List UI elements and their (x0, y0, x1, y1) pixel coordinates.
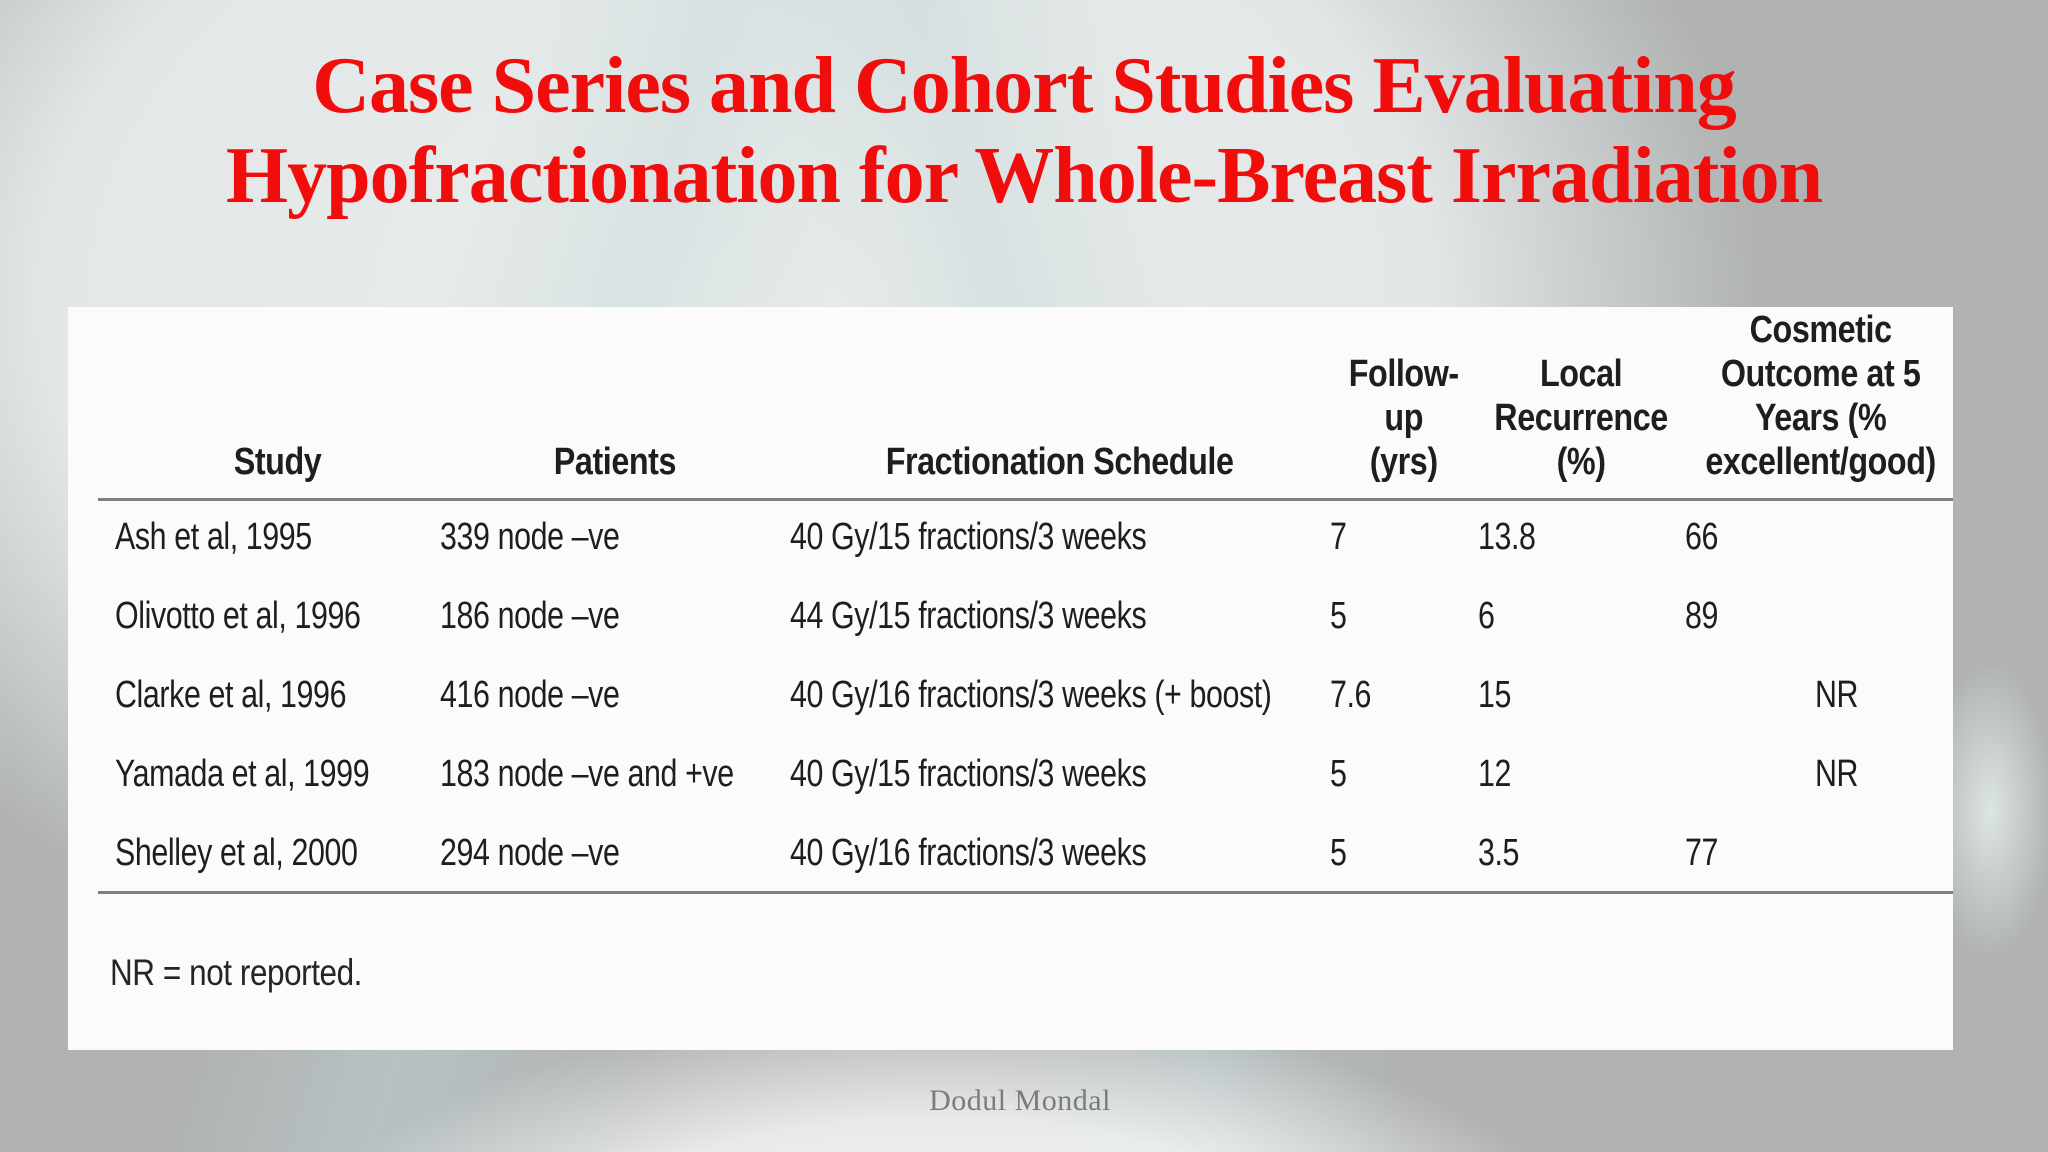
cell-schedule: 44 Gy/15 fractions/3 weeks (790, 577, 1330, 656)
column-header-study-text: Study (233, 440, 322, 483)
author-credit: Dodul Mondal (929, 1084, 1111, 1117)
cell-study-text: Olivotto et al, 1996 (115, 595, 361, 637)
cell-cosmetic-text: NR (1815, 753, 1859, 795)
cell-patients-text: 186 node –ve (440, 595, 620, 637)
cell-schedule-text: 40 Gy/16 fractions/3 weeks (790, 832, 1147, 874)
cell-cosmetic: 89 (1685, 577, 1956, 656)
cell-study-text: Ash et al, 1995 (115, 516, 312, 558)
cell-patients-text: 416 node –ve (440, 674, 620, 716)
cell-cosmetic-text: NR (1815, 674, 1859, 716)
cell-study-text: Yamada et al, 1999 (115, 753, 370, 795)
cell-followup-text: 5 (1330, 753, 1347, 795)
cell-patients-text: 294 node –ve (440, 832, 620, 874)
cell-schedule: 40 Gy/16 fractions/3 weeks (790, 814, 1330, 893)
cell-schedule: 40 Gy/15 fractions/3 weeks (790, 735, 1330, 814)
table-bottom-divider (98, 891, 1953, 894)
column-header-follow-up: Follow- up (yrs) (1330, 307, 1478, 498)
cell-followup: 5 (1330, 814, 1478, 893)
cell-followup-text: 5 (1330, 595, 1347, 637)
cell-schedule-text: 44 Gy/15 fractions/3 weeks (790, 595, 1147, 637)
cell-study-text: Shelley et al, 2000 (115, 832, 358, 874)
cell-patients-text: 339 node –ve (440, 516, 620, 558)
cell-study-text: Clarke et al, 1996 (115, 674, 347, 716)
results-table: Study Patients Fractionation Schedule Fo… (115, 307, 1953, 893)
cell-schedule-text: 40 Gy/16 fractions/3 weeks (+ boost) (790, 674, 1272, 716)
cell-schedule-text: 40 Gy/15 fractions/3 weeks (790, 753, 1147, 795)
cell-patients: 186 node –ve (440, 577, 790, 656)
cell-schedule: 40 Gy/16 fractions/3 weeks (+ boost) (790, 656, 1330, 735)
column-header-study: Study (115, 307, 440, 498)
cell-followup-text: 5 (1330, 832, 1347, 874)
cell-recurrence: 6 (1478, 577, 1685, 656)
cell-followup: 7 (1330, 498, 1478, 577)
cell-cosmetic: 77 (1685, 814, 1956, 893)
cell-cosmetic-text: 77 (1685, 832, 1719, 874)
cell-followup: 7.6 (1330, 656, 1478, 735)
cell-patients: 294 node –ve (440, 814, 790, 893)
column-header-cosmetic-outcome-text: Cosmetic Outcome at 5 Years (% excellent… (1705, 308, 1936, 483)
table-header-divider (98, 498, 1953, 501)
column-header-local-recurrence: Local Recurrence (%) (1478, 307, 1685, 498)
cell-schedule: 40 Gy/15 fractions/3 weeks (790, 498, 1330, 577)
column-header-patients-text: Patients (553, 440, 677, 483)
cell-cosmetic: 66 (1685, 498, 1956, 577)
cell-patients: 183 node –ve and +ve (440, 735, 790, 814)
column-header-fractionation-schedule: Fractionation Schedule (790, 307, 1330, 498)
cell-recurrence-text: 12 (1478, 753, 1512, 795)
table-footnote-text: NR = not reported. (110, 952, 362, 993)
cell-study: Olivotto et al, 1996 (115, 577, 440, 656)
cell-recurrence: 3.5 (1478, 814, 1685, 893)
cell-followup: 5 (1330, 735, 1478, 814)
cell-recurrence: 15 (1478, 656, 1685, 735)
column-header-follow-up-text: Follow- up (yrs) (1348, 352, 1460, 483)
cell-patients-text: 183 node –ve and +ve (440, 753, 734, 795)
cell-cosmetic: NR (1685, 656, 1956, 735)
column-header-fractionation-schedule-text: Fractionation Schedule (886, 440, 1234, 483)
cell-study: Clarke et al, 1996 (115, 656, 440, 735)
column-header-cosmetic-outcome: Cosmetic Outcome at 5 Years (% excellent… (1685, 307, 1956, 498)
cell-study: Shelley et al, 2000 (115, 814, 440, 893)
cell-study: Ash et al, 1995 (115, 498, 440, 577)
cell-recurrence-text: 13.8 (1478, 516, 1536, 558)
cell-cosmetic-text: 66 (1685, 516, 1719, 558)
table-panel: Study Patients Fractionation Schedule Fo… (68, 307, 1953, 1050)
cell-recurrence: 13.8 (1478, 498, 1685, 577)
cell-cosmetic-text: 89 (1685, 595, 1719, 637)
cell-patients: 416 node –ve (440, 656, 790, 735)
cell-followup-text: 7.6 (1330, 674, 1372, 716)
cell-patients: 339 node –ve (440, 498, 790, 577)
cell-recurrence-text: 6 (1478, 595, 1495, 637)
cell-recurrence: 12 (1478, 735, 1685, 814)
cell-recurrence-text: 3.5 (1478, 832, 1520, 874)
cell-followup: 5 (1330, 577, 1478, 656)
slide-title: Case Series and Cohort Studies Evaluatin… (0, 42, 2048, 221)
cell-followup-text: 7 (1330, 516, 1347, 558)
column-header-patients: Patients (440, 307, 790, 498)
cell-schedule-text: 40 Gy/15 fractions/3 weeks (790, 516, 1147, 558)
table-footnote: NR = not reported. (110, 952, 406, 994)
slide-title-line2: Hypofractionation for Whole-Breast Irrad… (225, 131, 1823, 220)
cell-cosmetic: NR (1685, 735, 1956, 814)
column-header-local-recurrence-text: Local Recurrence (%) (1494, 352, 1669, 483)
cell-recurrence-text: 15 (1478, 674, 1512, 716)
slide-title-line1: Case Series and Cohort Studies Evaluatin… (312, 42, 1737, 130)
cell-study: Yamada et al, 1999 (115, 735, 440, 814)
